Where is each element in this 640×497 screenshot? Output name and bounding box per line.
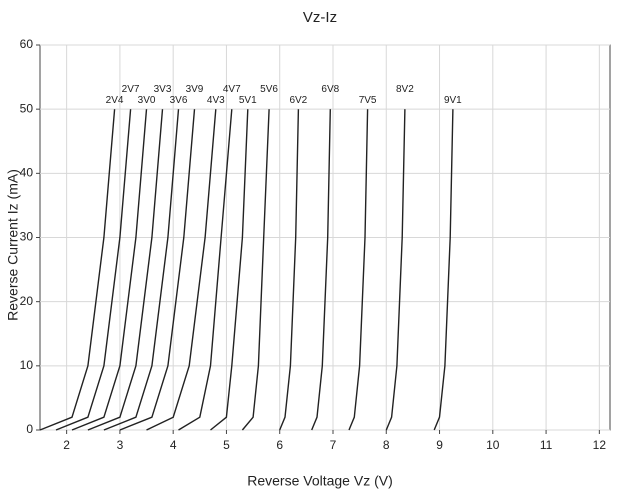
x-tick-label: 7	[330, 438, 337, 452]
series-label: 3V3	[154, 84, 172, 95]
series-label: 5V1	[239, 95, 257, 106]
y-axis-label: Reverse Current Iz (mA)	[5, 169, 21, 321]
x-tick-label: 4	[170, 438, 177, 452]
series-label: 3V6	[170, 95, 188, 106]
series-label: 8V2	[396, 84, 414, 95]
series-line	[348, 109, 369, 431]
x-tick-label: 9	[436, 438, 443, 452]
series-label: 3V9	[186, 84, 204, 95]
y-tick-label: 0	[26, 422, 33, 436]
series-label: 4V3	[207, 95, 225, 106]
x-tick-label: 11	[540, 438, 553, 452]
series-line	[210, 109, 249, 431]
x-tick-label: 10	[486, 438, 500, 452]
series-label: 6V8	[321, 84, 339, 95]
x-tick-label: 2	[63, 438, 70, 452]
series-line	[311, 109, 331, 431]
series-line	[385, 109, 406, 431]
y-tick-label: 50	[20, 101, 34, 115]
x-tick-label: 8	[383, 438, 390, 452]
x-tick-label: 5	[223, 438, 230, 452]
series-label: 3V0	[138, 95, 156, 106]
series-line	[103, 109, 180, 431]
series-label: 2V7	[122, 84, 140, 95]
series-label: 2V4	[106, 95, 124, 106]
x-axis-label: Reverse Voltage Vz (V)	[247, 473, 393, 489]
series-label: 5V6	[260, 84, 278, 95]
series-line	[241, 109, 270, 431]
series-line	[55, 109, 132, 431]
y-tick-label: 20	[20, 294, 34, 308]
y-tick-label: 10	[20, 358, 34, 372]
series-line	[433, 109, 454, 431]
series-label: 7V5	[359, 95, 377, 106]
series-line	[178, 109, 233, 431]
x-tick-label: 3	[117, 438, 124, 452]
y-tick-label: 60	[20, 37, 34, 51]
y-tick-label: 30	[20, 230, 34, 244]
series-line	[87, 109, 164, 431]
chart-title: Vz-Iz	[303, 9, 337, 26]
series-line	[119, 109, 196, 431]
series-line	[146, 109, 217, 431]
series-line	[39, 109, 116, 431]
x-tick-label: 12	[593, 438, 607, 452]
series-line	[71, 109, 148, 431]
series-line	[279, 109, 300, 431]
series-label: 6V2	[289, 95, 307, 106]
y-tick-label: 40	[20, 166, 34, 180]
series-label: 4V7	[223, 84, 241, 95]
series-label: 9V1	[444, 95, 462, 106]
x-tick-label: 6	[276, 438, 283, 452]
